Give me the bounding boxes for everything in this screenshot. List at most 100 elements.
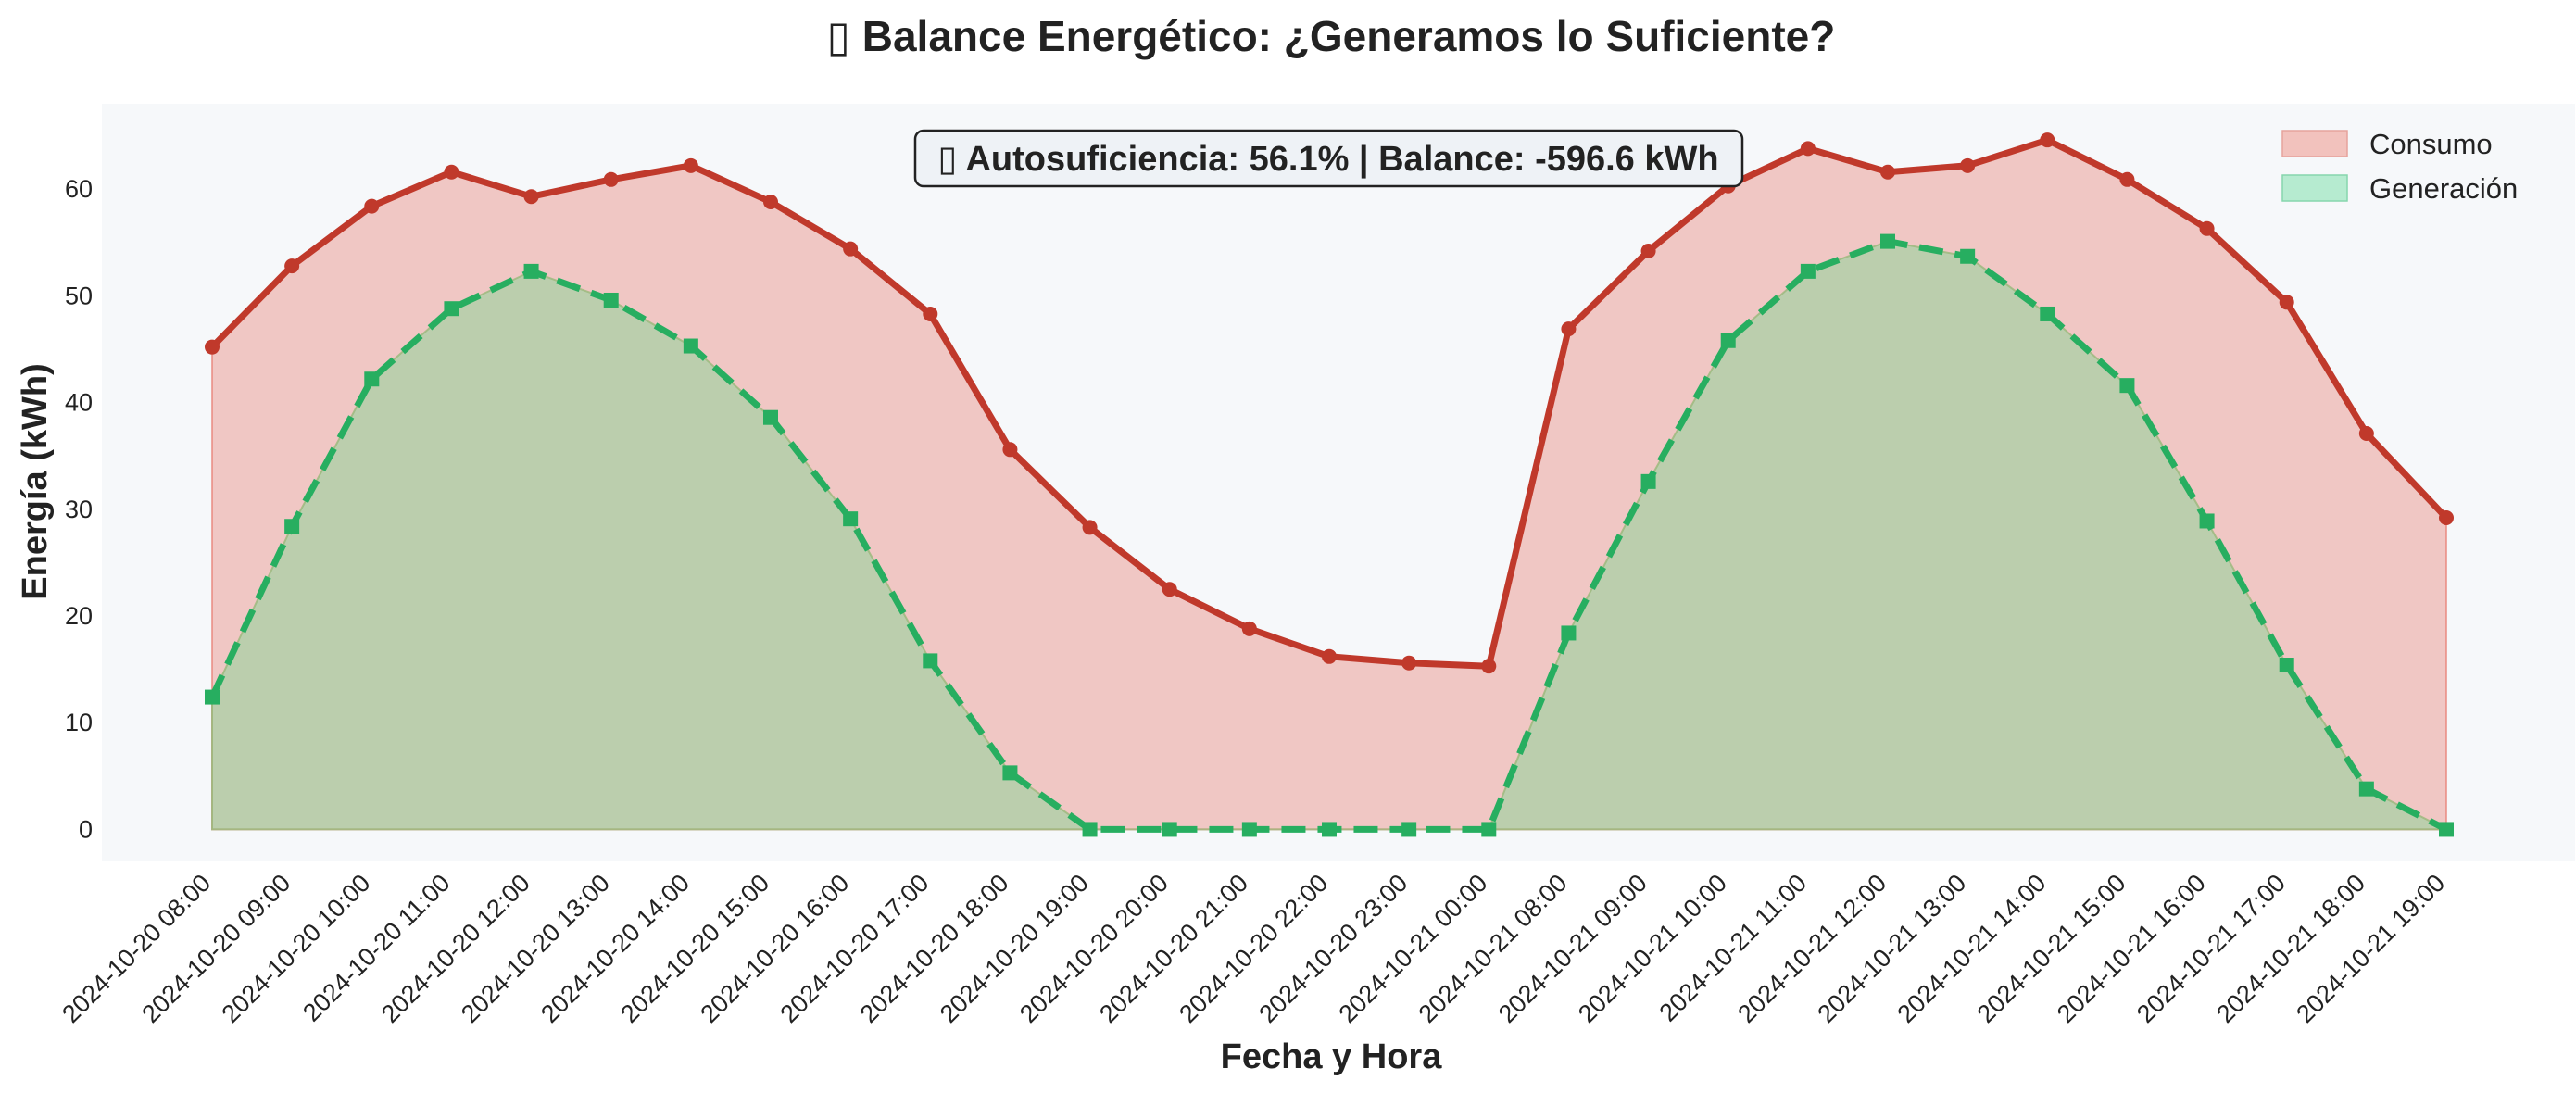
x-tick-label: 2024-10-20 20:00 [1014, 869, 1174, 1028]
legend-patch-consumo [2281, 130, 2348, 157]
consumo-point [2279, 295, 2294, 310]
annotation-frame [913, 129, 1744, 188]
generacion-point [1401, 822, 1417, 837]
y-tick-label: 10 [65, 709, 93, 736]
consumo-point [763, 194, 778, 209]
consumo-point [603, 171, 619, 187]
consumo-point [364, 198, 380, 214]
generacion-point [2119, 378, 2135, 394]
consumo-point [1082, 520, 1098, 535]
consumo-point [1401, 655, 1417, 671]
generacion-point [523, 263, 539, 279]
generacion-point [683, 338, 698, 354]
consumo-point [523, 189, 539, 205]
y-tick-label: 0 [79, 815, 93, 843]
consumo-point [2040, 132, 2055, 148]
consumo-point [284, 258, 300, 274]
generacion-point [2040, 306, 2055, 321]
generacion-point [1640, 473, 1656, 489]
x-tick-label: 2024-10-20 08:00 [57, 869, 216, 1028]
generacion-point [1800, 263, 1816, 279]
generacion-line-group [205, 233, 2454, 837]
generacion-point [1720, 333, 1736, 348]
legend-patch-generacion [2281, 174, 2348, 202]
consumo-point [1561, 321, 1577, 337]
consumo-point [2199, 220, 2215, 236]
x-tick-label: 2024-10-21 09:00 [1493, 869, 1652, 1028]
consumo-point [923, 306, 938, 321]
generacion-point [1322, 822, 1337, 837]
consumo-point [1322, 648, 1337, 664]
x-tick-label: 2024-10-20 19:00 [935, 869, 1094, 1028]
x-tick-label: 2024-10-21 08:00 [1414, 869, 1573, 1028]
x-tick-label: 2024-10-20 12:00 [376, 869, 535, 1028]
consumo-point [1162, 582, 1177, 597]
y-tick-label: 60 [65, 175, 93, 203]
generacion-point [2199, 513, 2215, 529]
x-tick-label: 2024-10-20 11:00 [297, 869, 456, 1027]
x-tick-label: 2024-10-21 11:00 [1654, 869, 1813, 1027]
generacion-point [2358, 781, 2374, 797]
legend-label-consumo: Consumo [2369, 128, 2493, 160]
consumo-point [1002, 442, 1018, 458]
consumo-point [2439, 510, 2454, 526]
x-tick-label: 2024-10-21 13:00 [1812, 869, 1971, 1028]
consumo-point [2358, 426, 2374, 442]
generacion-point [1960, 248, 1976, 264]
generacion-point [763, 409, 778, 425]
consumo-point [1800, 141, 1816, 157]
y-tick-label: 50 [65, 282, 93, 309]
consumo-point [444, 164, 459, 180]
x-tick-label: 2024-10-21 17:00 [2131, 869, 2291, 1028]
consumo-point [1241, 621, 1257, 636]
generacion-point [2439, 822, 2454, 837]
x-tick-label: 2024-10-20 13:00 [456, 869, 615, 1028]
legend: Consumo Generación [2281, 128, 2518, 205]
generacion-point [205, 689, 220, 705]
x-tick-label: 2024-10-21 16:00 [2052, 869, 2211, 1028]
generacion-point [1241, 822, 1257, 837]
consumo-point [1640, 243, 1656, 258]
generacion-point [1002, 765, 1018, 781]
x-tick-label: 2024-10-20 14:00 [535, 869, 695, 1028]
x-tick-label: 2024-10-21 10:00 [1573, 869, 1732, 1028]
x-tick-label: 2024-10-21 12:00 [1732, 869, 1891, 1028]
consumo-line-group [205, 132, 2454, 674]
consumo-point [205, 339, 220, 355]
y-tick-label: 30 [65, 496, 93, 523]
generacion-point [284, 519, 300, 534]
generacion-point [923, 653, 938, 669]
x-axis-label: Fecha y Hora [1221, 1037, 1443, 1076]
chart-title: ▯ Balance Energético: ¿Generamos lo Sufi… [827, 12, 1836, 60]
x-tick-label: 2024-10-21 15:00 [1972, 869, 2131, 1028]
x-tick-label: 2024-10-20 15:00 [615, 869, 774, 1028]
consumo-point [1880, 164, 1895, 180]
generacion-point [843, 511, 859, 527]
consumo-point [2119, 171, 2135, 187]
generacion-point [1481, 822, 1497, 837]
x-tick-label: 2024-10-20 09:00 [136, 869, 295, 1028]
generacion-point [1162, 822, 1177, 837]
y-tick-label: 20 [65, 602, 93, 630]
x-tick-label: 2024-10-20 18:00 [855, 869, 1014, 1028]
x-tick-label: 2024-10-21 18:00 [2211, 869, 2370, 1028]
generacion-point [364, 371, 380, 387]
generacion-point [444, 301, 459, 317]
generacion-point [2279, 658, 2294, 673]
generacion-point [1880, 233, 1895, 249]
legend-label-generacion: Generación [2369, 172, 2518, 205]
annotation-box: ▯ Autosuficiencia: 56.1% | Balance: -596… [913, 129, 1744, 188]
x-tick-label: 2024-10-20 22:00 [1174, 869, 1333, 1028]
x-tick-label: 2024-10-20 10:00 [217, 869, 376, 1028]
x-tick-label: 2024-10-20 17:00 [775, 869, 935, 1028]
y-axis-ticks: 0 10 20 30 40 50 60 [65, 175, 93, 843]
consumo-point [1481, 659, 1497, 674]
annotation-text: ▯ Autosuficiencia: 56.1% | Balance: -596… [937, 140, 1718, 179]
x-tick-label: 2024-10-20 16:00 [695, 869, 854, 1028]
consumo-point [1960, 157, 1976, 173]
generacion-point [1561, 625, 1577, 641]
x-tick-label: 2024-10-20 21:00 [1094, 869, 1253, 1028]
x-tick-label: 2024-10-21 14:00 [1892, 869, 2052, 1028]
generacion-point [1082, 822, 1098, 837]
